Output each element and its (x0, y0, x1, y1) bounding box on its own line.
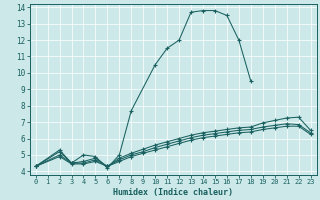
X-axis label: Humidex (Indice chaleur): Humidex (Indice chaleur) (113, 188, 233, 197)
